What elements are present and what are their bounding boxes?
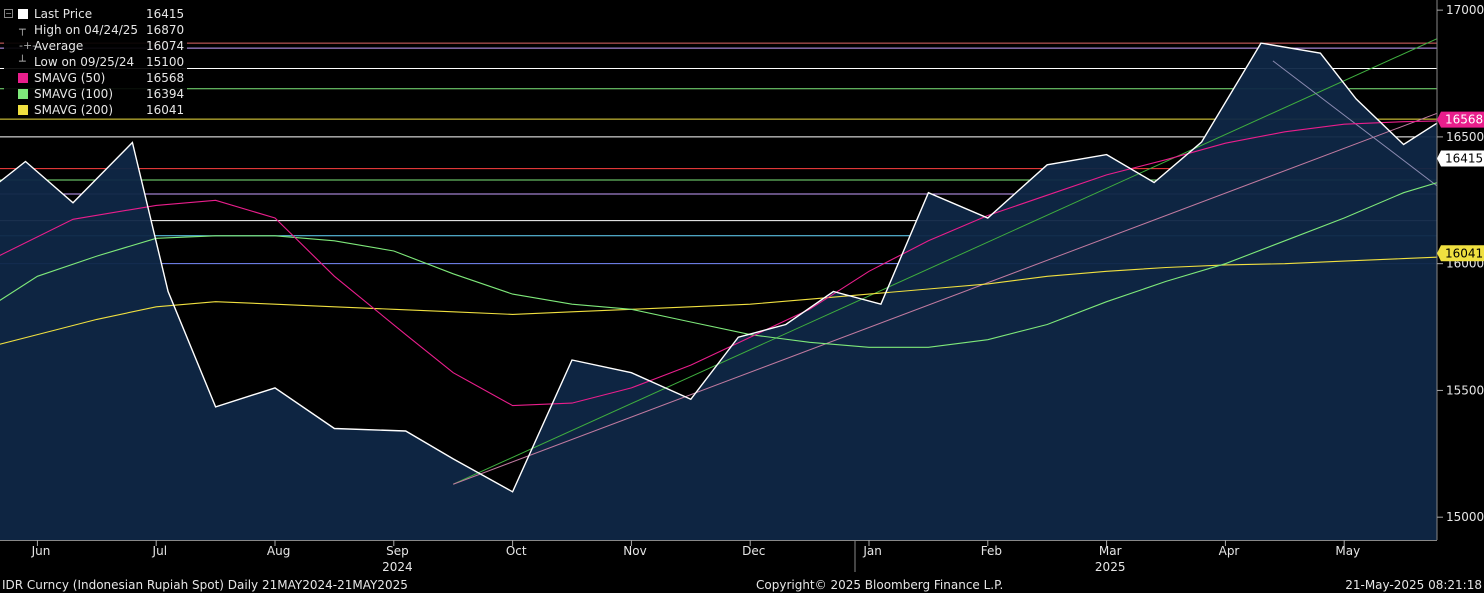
y-axis-background xyxy=(1437,0,1484,540)
legend-label: Low on 09/25/24 xyxy=(34,55,135,69)
y-tick-label: 17000 xyxy=(1446,3,1484,17)
low-marker-icon: ┴ xyxy=(19,55,26,68)
legend-row-smavg-200[interactable]: SMAVG (200) 16041 xyxy=(4,102,187,118)
legend-row-average[interactable]: -+- Average 16074 xyxy=(4,38,187,54)
price-tag-label: 16568 xyxy=(1445,113,1483,127)
legend-swatch xyxy=(18,9,28,19)
price-tag-label: 16415 xyxy=(1445,151,1483,165)
x-month-label: Jul xyxy=(152,544,167,558)
x-month-label: Dec xyxy=(742,544,765,558)
legend-swatch xyxy=(18,89,28,99)
legend-swatch xyxy=(18,73,28,83)
x-month-label: Aug xyxy=(267,544,290,558)
x-month-label: Jan xyxy=(862,544,882,558)
x-month-label: Jun xyxy=(31,544,51,558)
x-month-label: May xyxy=(1335,544,1360,558)
series-line-smavg-50 xyxy=(0,119,1484,407)
legend-swatch xyxy=(18,105,28,115)
collapse-icon[interactable]: − xyxy=(4,9,13,18)
x-month-label: Nov xyxy=(623,544,646,558)
x-month-label: Apr xyxy=(1219,544,1240,558)
average-marker-icon: -+- xyxy=(19,39,37,52)
series-lines xyxy=(0,42,1484,493)
y-tick-label: 15000 xyxy=(1446,510,1484,524)
x-year-label: 2024 xyxy=(382,560,413,574)
price-tag-label: 16041 xyxy=(1445,246,1483,260)
price-tag-box xyxy=(1437,150,1484,167)
legend-row-smavg-50[interactable]: SMAVG (50) 16568 xyxy=(4,70,187,86)
legend-label: SMAVG (50) xyxy=(34,71,106,85)
legend-label: SMAVG (100) xyxy=(34,87,114,101)
legend-label: High on 04/24/25 xyxy=(34,23,139,37)
y-tick-label: 15500 xyxy=(1446,383,1484,397)
legend-value: 16041 xyxy=(146,103,185,117)
price-tag-box xyxy=(1437,111,1484,128)
legend-row-high[interactable]: ┬ High on 04/24/25 16870 xyxy=(4,22,187,38)
legend-value: 16415 xyxy=(146,7,185,21)
legend-value: 16394 xyxy=(146,87,185,101)
price-area-fill xyxy=(0,43,1484,540)
trend-line xyxy=(452,16,1484,485)
x-month-label: Oct xyxy=(506,544,527,558)
legend-value: 16074 xyxy=(146,39,185,53)
price-area xyxy=(0,43,1484,540)
legend-row-low[interactable]: ┴ Low on 09/25/24 15100 xyxy=(4,54,187,70)
legend-label: Average xyxy=(34,39,84,53)
x-year-label: 2025 xyxy=(1095,560,1126,574)
legend-value: 15100 xyxy=(146,55,185,69)
series-line-smavg-200 xyxy=(0,254,1484,345)
legend-row-smavg-100[interactable]: SMAVG (100) 16394 xyxy=(4,86,187,102)
footer-timestamp: 21-May-2025 08:21:18 xyxy=(1345,578,1482,592)
price-tag-box xyxy=(1437,245,1484,262)
legend-label: SMAVG (200) xyxy=(34,103,114,117)
y-tick-label: 16500 xyxy=(1446,130,1484,144)
x-month-label: Sep xyxy=(386,544,409,558)
legend: − Last Price 16415 ┬ High on 04/24/25 16… xyxy=(4,6,187,118)
trend-line xyxy=(453,95,1484,485)
footer-security: IDR Curncy (Indonesian Rupiah Spot) Dail… xyxy=(2,578,408,592)
x-month-label: Feb xyxy=(981,544,1002,558)
high-marker-icon: ┬ xyxy=(19,23,26,36)
legend-row-last-price[interactable]: − Last Price 16415 xyxy=(4,6,187,22)
series-line-last-price xyxy=(0,42,1484,493)
legend-value: 16568 xyxy=(146,71,185,85)
price-tags: 16568 16415 16041 xyxy=(1437,111,1484,262)
legend-label: Last Price xyxy=(34,7,93,21)
legend-value: 16870 xyxy=(146,23,185,37)
footer-copyright: Copyright© 2025 Bloomberg Finance L.P. xyxy=(756,578,1004,592)
x-month-label: Mar xyxy=(1099,544,1122,558)
